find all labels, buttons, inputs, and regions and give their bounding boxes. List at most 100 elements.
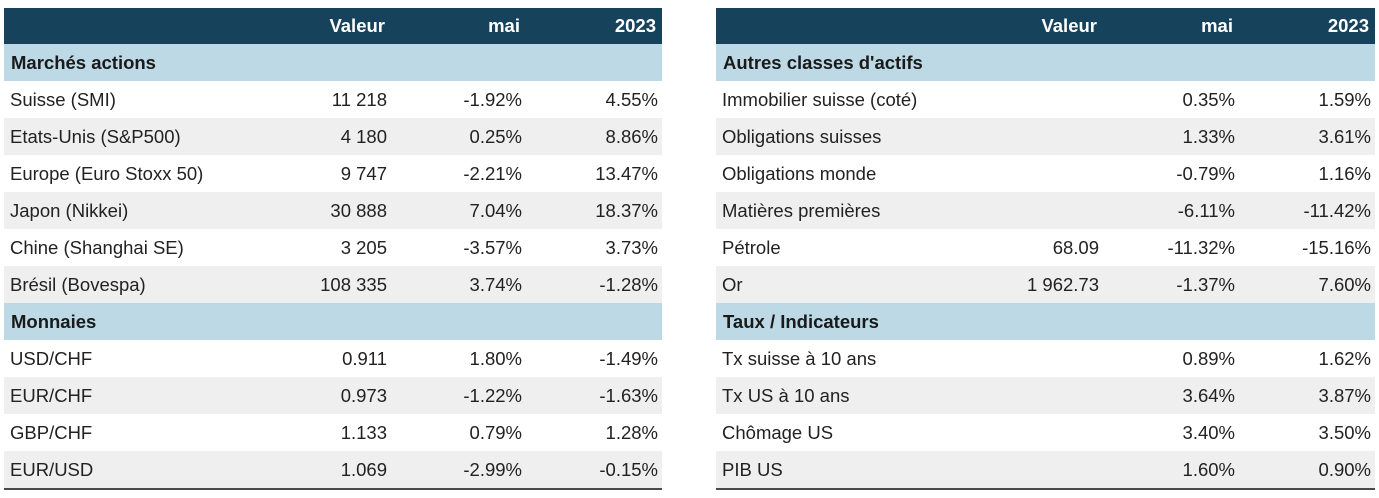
table-row: Tx US à 10 ans 3.64% 3.87%	[716, 377, 1375, 414]
table-row: Etats-Unis (S&P500) 4 180 0.25% 8.86%	[4, 118, 662, 155]
table-row: Europe (Euro Stoxx 50) 9 747 -2.21% 13.47%	[4, 155, 662, 192]
row-year: -1.63%	[526, 377, 662, 414]
row-mai: -1.37%	[1103, 266, 1239, 303]
row-mai: -0.79%	[1176, 162, 1235, 184]
header-year: 2023	[526, 8, 662, 44]
section-title: Autres classes d'actifs	[716, 44, 1375, 81]
header-label	[4, 8, 250, 44]
row-valeur	[967, 81, 1103, 118]
row-year: 3.73%	[605, 236, 658, 258]
row-label: Suisse (SMI)	[10, 88, 116, 110]
row-mai: -6.11%	[1103, 192, 1239, 229]
table-row: EUR/USD 1.069 -2.99% -0.15%	[4, 451, 662, 490]
row-mai: -2.99%	[391, 451, 526, 490]
row-year: -1.28%	[526, 266, 662, 303]
row-valeur	[967, 414, 1103, 451]
section-title: Monnaies	[4, 303, 662, 340]
header-row: Valeur mai 2023	[716, 8, 1375, 44]
row-mai: 7.04%	[391, 192, 526, 229]
table-row: Chine (Shanghai SE) 3 205 -3.57% 3.73%	[4, 229, 662, 266]
row-label: Brésil (Bovespa)	[4, 266, 250, 303]
row-label: Tx suisse à 10 ans	[722, 347, 877, 369]
table-row: Brésil (Bovespa) 108 335 3.74% -1.28%	[4, 266, 662, 303]
row-year: 0.90%	[1239, 451, 1375, 490]
row-year: -0.15%	[526, 451, 662, 490]
row-mai: 0.89%	[1182, 347, 1235, 369]
row-mai: -1.92%	[463, 88, 522, 110]
row-valeur	[967, 451, 1103, 490]
section-title: Marchés actions	[4, 44, 662, 81]
table-row: Or 1 962.73 -1.37% 7.60%	[716, 266, 1375, 303]
table-row: Japon (Nikkei) 30 888 7.04% 18.37%	[4, 192, 662, 229]
table-row: Matières premières -6.11% -11.42%	[716, 192, 1375, 229]
row-label: PIB US	[716, 451, 967, 490]
table-row: EUR/CHF 0.973 -1.22% -1.63%	[4, 377, 662, 414]
header-valeur: Valeur	[250, 8, 391, 44]
row-year: 1.28%	[605, 421, 658, 443]
row-mai: 3.40%	[1182, 421, 1235, 443]
row-valeur: 0.911	[342, 347, 387, 369]
row-label: Tx US à 10 ans	[716, 377, 967, 414]
row-mai: -3.57%	[463, 236, 522, 258]
row-valeur: 9 747	[340, 162, 387, 184]
row-label: USD/CHF	[10, 347, 93, 369]
row-year: -11.42%	[1239, 192, 1375, 229]
row-valeur	[967, 155, 1103, 192]
row-year: 1.59%	[1318, 88, 1371, 110]
row-label: Pétrole	[722, 236, 781, 258]
section-header-row: Monnaies	[4, 303, 662, 340]
table-row: Pétrole 68.09 -11.32% -15.16%	[716, 229, 1375, 266]
table-row: Tx suisse à 10 ans 0.89% 1.62%	[716, 340, 1375, 377]
row-valeur: 11 218	[331, 88, 387, 110]
row-valeur: 108 335	[250, 266, 391, 303]
row-year: 1.62%	[1318, 347, 1371, 369]
row-mai: 0.25%	[391, 118, 526, 155]
header-row: Valeur mai 2023	[4, 8, 662, 44]
row-valeur: 68.09	[1052, 236, 1099, 258]
row-mai: 1.80%	[469, 347, 522, 369]
row-year: 4.55%	[605, 88, 658, 110]
section-header-row: Taux / Indicateurs	[716, 303, 1375, 340]
row-year: 3.87%	[1239, 377, 1375, 414]
row-label: Japon (Nikkei)	[4, 192, 250, 229]
row-mai: 1.33%	[1103, 118, 1239, 155]
row-year: 18.37%	[526, 192, 662, 229]
row-year: 8.86%	[526, 118, 662, 155]
header-label	[716, 8, 967, 44]
table-row: Obligations monde -0.79% 1.16%	[716, 155, 1375, 192]
row-label: Matières premières	[716, 192, 967, 229]
row-valeur: 0.973	[250, 377, 391, 414]
row-valeur	[967, 192, 1103, 229]
table-row: Immobilier suisse (coté) 0.35% 1.59%	[716, 81, 1375, 118]
equities-currencies-table: Valeur mai 2023 Marchés actions Suisse (S…	[4, 8, 662, 490]
row-mai: 0.35%	[1182, 88, 1235, 110]
row-year: 3.61%	[1239, 118, 1375, 155]
table-row: USD/CHF 0.911 1.80% -1.49%	[4, 340, 662, 377]
section-header-row: Autres classes d'actifs	[716, 44, 1375, 81]
table-row: GBP/CHF 1.133 0.79% 1.28%	[4, 414, 662, 451]
row-valeur	[967, 118, 1103, 155]
header-mai: mai	[1103, 8, 1239, 44]
row-year: -15.16%	[1302, 236, 1371, 258]
row-valeur: 4 180	[250, 118, 391, 155]
header-valeur: Valeur	[967, 8, 1103, 44]
section-header-row: Marchés actions	[4, 44, 662, 81]
other-assets-rates-table: Valeur mai 2023 Autres classes d'actifs I…	[716, 8, 1375, 490]
row-label: EUR/USD	[4, 451, 250, 490]
row-mai: 0.79%	[469, 421, 522, 443]
row-mai: -1.22%	[391, 377, 526, 414]
table-row: PIB US 1.60% 0.90%	[716, 451, 1375, 490]
table-row: Chômage US 3.40% 3.50%	[716, 414, 1375, 451]
row-label: Or	[716, 266, 967, 303]
row-label: EUR/CHF	[4, 377, 250, 414]
row-year: -1.49%	[599, 347, 658, 369]
row-valeur: 3 205	[340, 236, 387, 258]
row-label: Immobilier suisse (coté)	[722, 88, 918, 110]
row-label: Europe (Euro Stoxx 50)	[10, 162, 204, 184]
row-label: Chômage US	[722, 421, 834, 443]
row-valeur: 1.133	[340, 421, 387, 443]
row-label: GBP/CHF	[10, 421, 93, 443]
row-label: Etats-Unis (S&P500)	[4, 118, 250, 155]
header-mai: mai	[391, 8, 526, 44]
row-year: 1.16%	[1318, 162, 1371, 184]
